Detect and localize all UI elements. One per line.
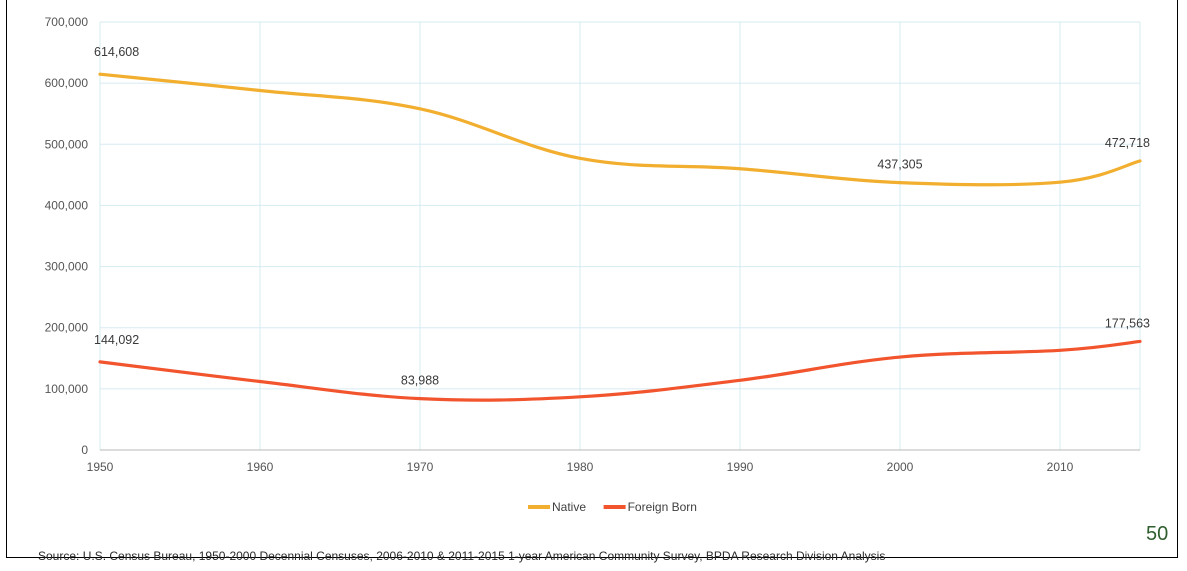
y-tick-label: 400,000 xyxy=(45,198,89,212)
data-label: 472,718 xyxy=(1105,136,1150,150)
series-line-foreign-born xyxy=(98,339,1142,402)
data-label: 83,988 xyxy=(401,374,439,388)
legend-label: Native xyxy=(552,500,586,514)
data-label: 614,608 xyxy=(94,45,139,59)
data-label: 437,305 xyxy=(877,158,922,172)
x-tick-label: 2010 xyxy=(1047,460,1074,474)
y-tick-label: 200,000 xyxy=(45,321,89,335)
x-tick-label: 1960 xyxy=(247,460,274,474)
y-tick-label: 300,000 xyxy=(45,260,89,274)
line-chart: 0 100,000 200,000 300,000 400,000 500,000 600,… xyxy=(45,15,1150,514)
data-label: 144,092 xyxy=(94,333,139,347)
x-tick-label: 1990 xyxy=(727,460,754,474)
y-tick-label: 600,000 xyxy=(45,76,89,90)
x-tick-label: 2000 xyxy=(887,460,914,474)
slide-frame xyxy=(6,0,1178,558)
x-tick-label: 1950 xyxy=(87,460,114,474)
page-number: 50 xyxy=(1146,523,1169,545)
x-tick-label: 1970 xyxy=(407,460,434,474)
y-tick-label: 100,000 xyxy=(45,382,89,396)
y-tick-label: 500,000 xyxy=(45,137,89,151)
data-label: 177,563 xyxy=(1105,316,1150,330)
x-tick-label: 1980 xyxy=(567,460,594,474)
source-note: Source: U.S. Census Bureau, 1950-2000 De… xyxy=(38,549,886,563)
series-line-native xyxy=(98,72,1142,187)
y-tick-label: 0 xyxy=(81,443,88,457)
y-tick-label: 700,000 xyxy=(45,15,89,29)
legend-label: Foreign Born xyxy=(628,500,697,514)
